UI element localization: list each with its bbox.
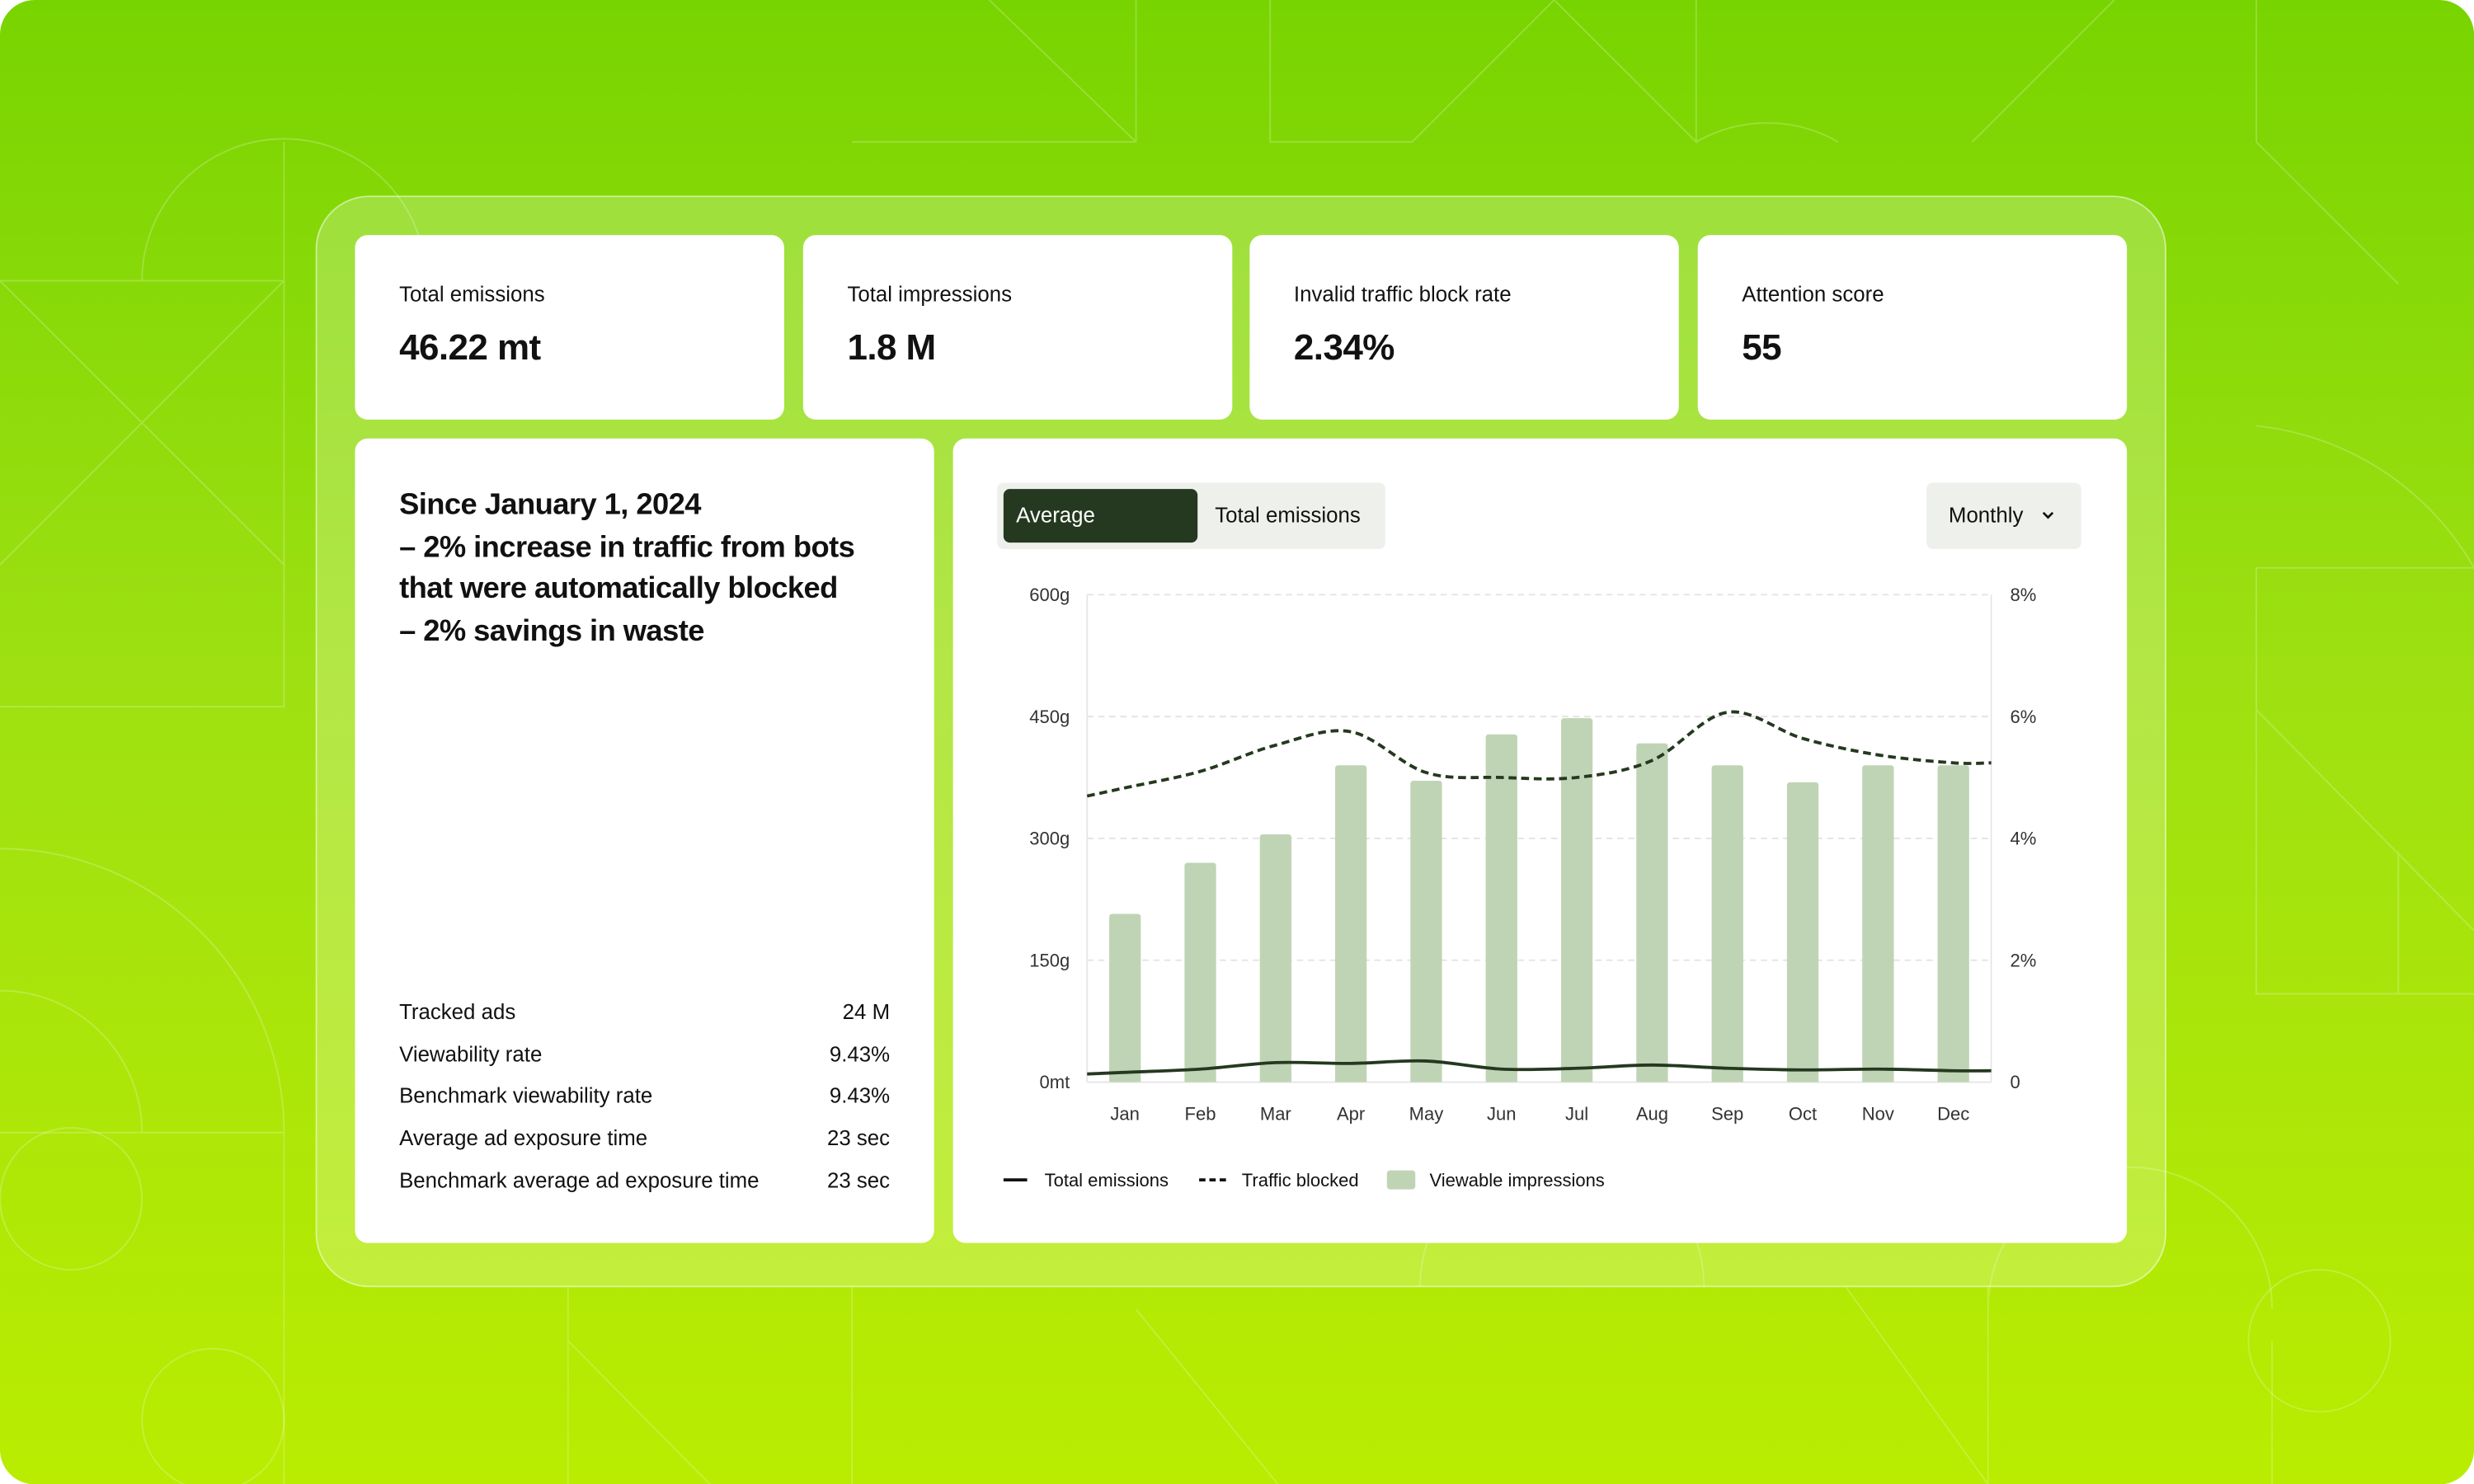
series-line-traffic-blocked [1086, 710, 1992, 798]
bar-sep [1711, 765, 1743, 1082]
bar-may [1410, 780, 1442, 1082]
summary-card: Since January 1, 2024 – 2% increase in t… [355, 438, 934, 1243]
stat-row: Benchmark average ad exposure time 23 sec [399, 1168, 890, 1210]
kpi-attention-score: Attention score 55 [1697, 235, 2128, 420]
stat-label: Benchmark average ad exposure time [399, 1168, 760, 1192]
kpi-total-impressions: Total impressions 1.8 M [802, 235, 1233, 420]
y-left-tick-label: 450g [1029, 707, 1070, 727]
y-right-tick-label: 0 [2011, 1072, 2020, 1092]
stat-value: 23 sec [826, 1126, 891, 1150]
bar-jun [1485, 734, 1517, 1082]
x-tick-label: Apr [1337, 1103, 1365, 1124]
x-tick-label: Aug [1636, 1103, 1668, 1124]
stat-row: Average ad exposure time 23 sec [399, 1126, 890, 1168]
legend-label: Viewable impressions [1429, 1170, 1604, 1190]
stat-row: Benchmark viewability rate 9.43% [399, 1084, 890, 1126]
x-tick-label: May [1409, 1103, 1444, 1124]
bar-jan [1109, 913, 1141, 1082]
series-line-total-emissions [1087, 1059, 1992, 1076]
y-right-tick-label: 8% [2011, 585, 2037, 605]
x-tick-label: Jul [1565, 1103, 1588, 1124]
chart: 0mt 150g 300g 450g 600g 0 2% 4% 6% 8% Jan Feb Mar Apr… [1003, 585, 2037, 1190]
legend-swatch-bar [1386, 1170, 1416, 1190]
period-dropdown-value: Monthly [1948, 503, 2024, 528]
chevron-down-icon [2040, 482, 2056, 579]
x-tick-label: Feb [1185, 1103, 1216, 1124]
y-left-tick-label: 300g [1029, 829, 1070, 849]
kpi-label: Total emissions [399, 282, 545, 307]
legend-label: Total emissions [1045, 1170, 1169, 1190]
x-tick-label: Mar [1260, 1103, 1291, 1124]
y-left-tick-label: 150g [1029, 950, 1070, 970]
bar-feb [1184, 862, 1216, 1082]
kpi-total-emissions: Total emissions 46.22 mt [355, 235, 784, 420]
stat-value: 9.43% [829, 1084, 891, 1108]
bar-aug [1636, 743, 1668, 1082]
x-tick-label: Sep [1711, 1103, 1743, 1124]
kpi-invalid-traffic-block-rate: Invalid traffic block rate 2.34% [1249, 235, 1679, 420]
kpi-label: Attention score [1742, 282, 1884, 307]
summary-heading: Since January 1, 2024 – 2% increase in t… [399, 486, 904, 654]
y-right-tick-label: 2% [2011, 950, 2037, 970]
bar-mar [1259, 834, 1291, 1082]
tab-average-overview[interactable]: Average overview [1003, 489, 1198, 580]
stat-label: Benchmark viewability rate [399, 1084, 653, 1108]
summary-line: – 2% savings in waste [399, 615, 704, 649]
kpi-label: Invalid traffic block rate [1293, 282, 1512, 307]
bar-jul [1560, 718, 1593, 1082]
y-left-tick-label: 0mt [1040, 1072, 1070, 1092]
x-tick-label: Jan [1110, 1103, 1139, 1124]
stat-value: 24 M [842, 1000, 891, 1024]
y-left-tick-label: 600g [1029, 585, 1070, 605]
x-tick-label: Dec [1937, 1103, 1969, 1124]
stat-label: Average ad exposure time [399, 1126, 648, 1150]
x-tick-label: Oct [1789, 1103, 1817, 1124]
bar-apr [1334, 765, 1367, 1082]
summary-line: – 2% increase in traffic from bots that … [399, 531, 855, 607]
kpi-value: 55 [1742, 326, 1782, 368]
period-dropdown[interactable]: Monthly [1926, 482, 2081, 549]
kpi-value: 2.34% [1293, 326, 1395, 368]
stat-label: Tracked ads [399, 1000, 516, 1024]
tab-total-emissions[interactable]: Total emissions [1215, 503, 1361, 528]
y-right-tick-label: 4% [2011, 829, 2037, 849]
bar-oct [1786, 782, 1819, 1082]
x-tick-label: Jun [1487, 1103, 1516, 1124]
stat-label: Viewability rate [399, 1042, 543, 1066]
stats-list: Tracked ads 24 M Viewability rate 9.43% Be… [399, 1000, 890, 1210]
chart-view-toggle: Average overview Total emissions [997, 482, 1385, 580]
legend-label: Traffic blocked [1242, 1170, 1359, 1190]
bar-dec [1937, 765, 1969, 1082]
x-tick-label: Nov [1862, 1103, 1894, 1124]
stat-row: Tracked ads 24 M [399, 1000, 890, 1042]
stat-row: Viewability rate 9.43% [399, 1042, 890, 1084]
stat-value: 9.43% [829, 1042, 891, 1066]
kpi-value: 46.22 mt [399, 326, 541, 368]
stat-value: 23 sec [826, 1168, 891, 1192]
kpi-value: 1.8 M [847, 326, 936, 368]
summary-line: Since January 1, 2024 [399, 489, 701, 523]
chart-card: 0mt 150g 300g 450g 600g 0 2% 4% 6% 8% Jan Feb Mar Apr… [952, 438, 2128, 1243]
y-right-tick-label: 6% [2011, 707, 2037, 727]
kpi-label: Total impressions [847, 282, 1012, 307]
bar-nov [1862, 765, 1894, 1082]
